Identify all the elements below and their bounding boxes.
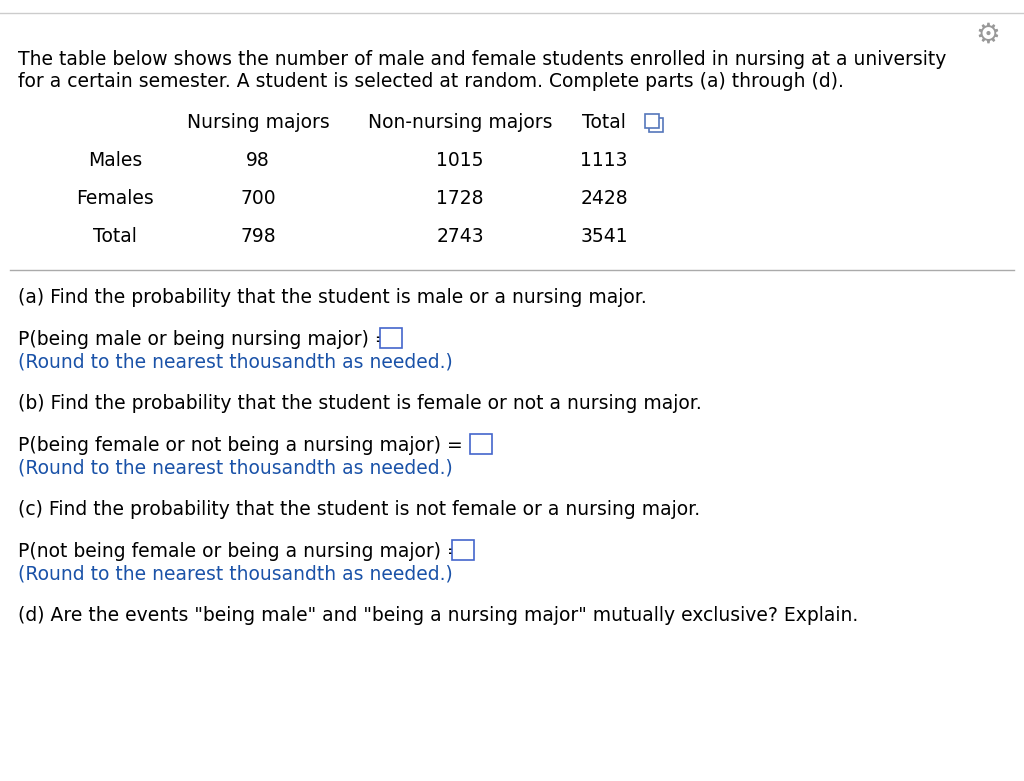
Bar	[380, 328, 402, 348]
Text: 98: 98	[246, 151, 270, 170]
Text: Nursing majors: Nursing majors	[186, 113, 330, 132]
Text: 2428: 2428	[581, 189, 628, 208]
Text: 1113: 1113	[581, 151, 628, 170]
Bar	[645, 114, 659, 128]
Text: P(being female or not being a nursing major) =: P(being female or not being a nursing ma…	[18, 436, 469, 455]
Bar	[470, 434, 492, 454]
Text: for a certain semester. A student is selected at random. Complete parts (a) thro: for a certain semester. A student is sel…	[18, 72, 844, 91]
Text: 2743: 2743	[436, 227, 483, 246]
Text: (c) Find the probability that the student is not female or a nursing major.: (c) Find the probability that the studen…	[18, 500, 700, 519]
Text: 700: 700	[241, 189, 275, 208]
Bar	[649, 118, 663, 132]
Text: 3541: 3541	[581, 227, 628, 246]
Text: 798: 798	[241, 227, 275, 246]
Text: Total: Total	[93, 227, 137, 246]
Text: (d) Are the events "being male" and "being a nursing major" mutually exclusive? : (d) Are the events "being male" and "bei…	[18, 606, 858, 625]
Text: 1015: 1015	[436, 151, 483, 170]
Text: ⚙: ⚙	[976, 21, 1000, 49]
Text: P(being male or being nursing major) =: P(being male or being nursing major) =	[18, 330, 396, 349]
Text: 1728: 1728	[436, 189, 483, 208]
Text: (Round to the nearest thousandth as needed.): (Round to the nearest thousandth as need…	[18, 458, 453, 477]
Bar	[452, 540, 474, 560]
Text: (Round to the nearest thousandth as needed.): (Round to the nearest thousandth as need…	[18, 564, 453, 583]
Text: The table below shows the number of male and female students enrolled in nursing: The table below shows the number of male…	[18, 50, 946, 69]
Text: Total: Total	[582, 113, 626, 132]
Text: (Round to the nearest thousandth as needed.): (Round to the nearest thousandth as need…	[18, 352, 453, 371]
Text: Non-nursing majors: Non-nursing majors	[368, 113, 552, 132]
Text: P(not being female or being a nursing major) =: P(not being female or being a nursing ma…	[18, 542, 469, 561]
Text: Males: Males	[88, 151, 142, 170]
Text: Females: Females	[76, 189, 154, 208]
Text: (a) Find the probability that the student is male or a nursing major.: (a) Find the probability that the studen…	[18, 288, 647, 307]
Text: (b) Find the probability that the student is female or not a nursing major.: (b) Find the probability that the studen…	[18, 394, 701, 413]
